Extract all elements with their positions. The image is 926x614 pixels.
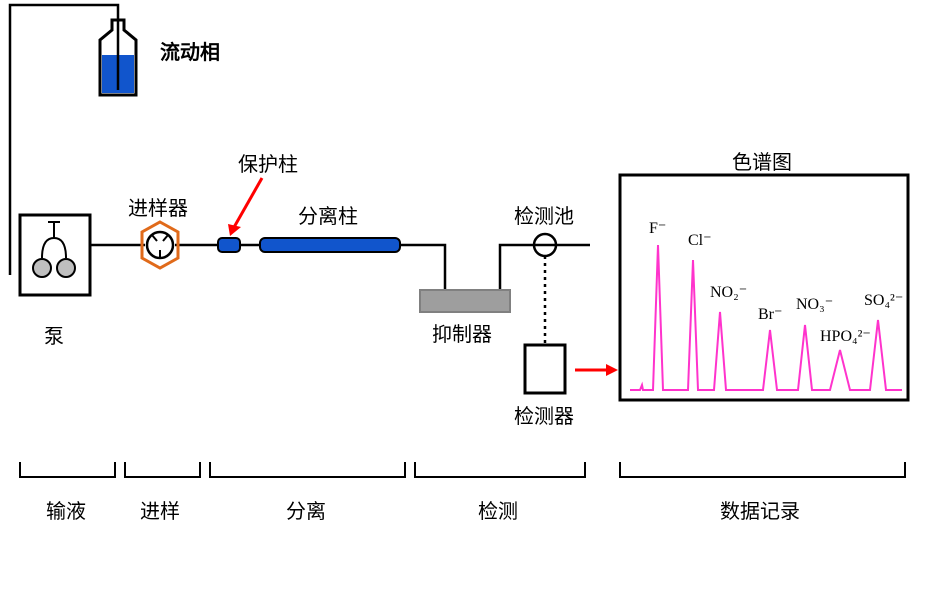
guard-column-icon	[218, 238, 240, 252]
injector-icon	[142, 222, 178, 268]
chromatogram-title: 色谱图	[732, 146, 792, 175]
detector-icon	[525, 345, 565, 393]
section-liquid-delivery: 输液	[46, 495, 86, 524]
red-arrow-2-icon	[575, 364, 618, 376]
chromatogram-box	[620, 175, 908, 400]
guard-column-label: 保护柱	[238, 148, 298, 177]
suppressor-icon	[420, 290, 510, 312]
detector-label: 检测器	[514, 400, 574, 429]
peak-label-3: NO₂⁻	[710, 282, 747, 302]
peak-label-2: Cl⁻	[688, 230, 712, 250]
section-separation: 分离	[286, 495, 326, 524]
detection-cell-icon	[534, 234, 556, 256]
peak-label-7: SO₄²⁻	[864, 290, 903, 310]
suppressor-label: 抑制器	[432, 318, 492, 347]
peak-label-1: F⁻	[649, 218, 666, 238]
section-data-recording: 数据记录	[720, 495, 800, 524]
section-brackets	[20, 462, 905, 477]
red-arrow-icon	[228, 178, 262, 236]
mobile-phase-bottle	[100, 20, 136, 95]
injector-label: 进样器	[128, 192, 188, 221]
separation-column-label: 分离柱	[298, 200, 358, 229]
section-detection: 检测	[478, 495, 518, 524]
peak-label-6: HPO₄²⁻	[820, 326, 871, 346]
separation-column-icon	[260, 238, 400, 252]
mobile-phase-label: 流动相	[160, 36, 220, 65]
section-injection: 进样	[140, 495, 180, 524]
peak-label-5: NO₃⁻	[796, 294, 833, 314]
detection-cell-label: 检测池	[514, 200, 574, 229]
pump-label: 泵	[44, 320, 64, 349]
pump-icon	[20, 215, 90, 295]
peak-label-4: Br⁻	[758, 304, 782, 324]
